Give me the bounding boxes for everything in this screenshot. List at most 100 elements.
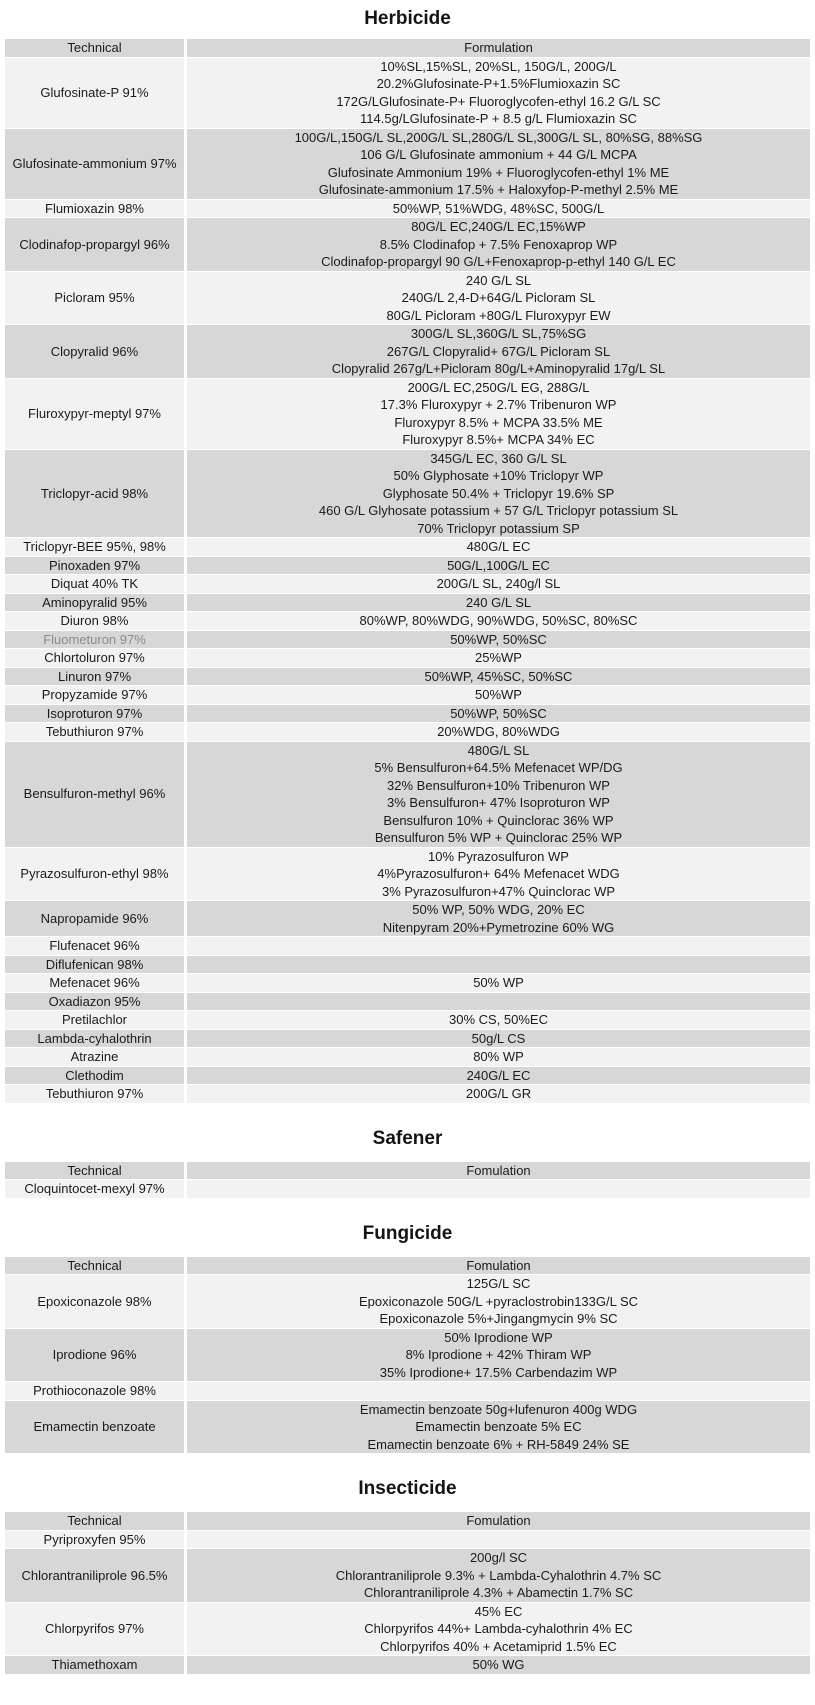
formulation-line: Epoxiconazole 50G/L +pyraclostrobin133G/… — [358, 1293, 639, 1309]
formulation-line: 10% Pyrazosulfuron WP — [428, 848, 569, 864]
formulation-line: 267G/L Clopyralid+ 67G/L Picloram SL — [386, 343, 611, 359]
formulation-line: 300G/L SL,360G/L SL,75%SG — [410, 326, 587, 341]
technical-name: Bensulfuron-methyl 96% — [23, 786, 166, 802]
table-row: Tebuthiuron 97% 20%WDG, 80%WDG — [5, 723, 810, 742]
table-row: Glufosinate-ammonium 97% 100G/L,150G/L SL… — [5, 128, 810, 200]
table-body: Cloquintocet-mexyl 97% — [5, 1180, 810, 1199]
formulation-line: 200G/L GR — [465, 1086, 532, 1101]
technical-name: Chlortoluron 97% — [44, 650, 145, 665]
formulation-line: 50% Glyphosate +10% Triclopyr WP — [393, 468, 604, 483]
technical-name: Chlorantraniliprole 96.5% — [21, 1567, 168, 1583]
table-row: Glufosinate-P 91% 10%SL,15%SL, 20%SL, 150… — [5, 57, 810, 129]
formulation-line: 100G/L,150G/L SL,200G/L SL,280G/L SL,300… — [294, 129, 703, 145]
technical-name: Fluometuron 97% — [43, 631, 146, 647]
technical-cell: Propyzamide 97% — [5, 686, 187, 705]
table-row: Diflufenican 98% — [5, 955, 810, 974]
technical-name: Pyriproxyfen 95% — [43, 1531, 146, 1547]
formulation-cell: 50% WP — [187, 974, 810, 993]
technical-cell: Oxadiazon 95% — [5, 992, 187, 1011]
table-row: Triclopyr-acid 98% 345G/L EC, 360 G/L SL 5… — [5, 449, 810, 538]
table-row: Clethodim 240G/L EC — [5, 1066, 810, 1085]
formulation-line: Bensulfuron 5% WP + Quinclorac 25% WP — [374, 830, 623, 845]
technical-name: Pyrazosulfuron-ethyl 98% — [20, 866, 169, 881]
formulation-line: 8% Iprodione + 42% Thiram WP — [405, 1347, 592, 1362]
technical-name: Diquat 40% TK — [50, 576, 139, 591]
technical-name: Pinoxaden 97% — [48, 557, 141, 573]
technical-cell: Diflufenican 98% — [5, 955, 187, 974]
header-row: Technical Formulation — [5, 39, 810, 58]
formulation-cell: 50%WP, 50%SC — [187, 630, 810, 649]
technical-cell: Fluroxypyr-meptyl 97% — [5, 378, 187, 450]
formulation-cell: Emamectin benzoate 50g+lufenuron 400g WD… — [187, 1400, 810, 1454]
formulation-line: 200g/l SC — [469, 1550, 528, 1565]
technical-name: Atrazine — [70, 1049, 119, 1064]
column-header-technical: Technical — [5, 1256, 187, 1275]
table-row: Propyzamide 97% 50%WP — [5, 686, 810, 705]
technical-cell: Picloram 95% — [5, 271, 187, 325]
technical-cell: Bensulfuron-methyl 96% — [5, 741, 187, 848]
insecticide-table: Technical Fomulation Pyriproxyfen 95% Chlor… — [5, 1512, 810, 1675]
technical-name: Picloram 95% — [54, 290, 135, 305]
formulation-cell: 50%WP, 50%SC — [187, 704, 810, 723]
formulation-line: Epoxiconazole 5%+Jingangmycin 9% SC — [379, 1311, 618, 1326]
table-row: Triclopyr-BEE 95%, 98% 480G/L EC — [5, 538, 810, 557]
technical-cell: Napropamide 96% — [5, 901, 187, 937]
formulation-cell — [187, 992, 810, 1011]
table-row: Chlorantraniliprole 96.5% 200g/l SC Chlora… — [5, 1549, 810, 1603]
formulation-line: 240G/L EC — [466, 1067, 531, 1083]
technical-cell: Tebuthiuron 97% — [5, 1085, 187, 1104]
formulation-line: Emamectin benzoate 50g+lufenuron 400g WD… — [359, 1401, 638, 1417]
table-row: Oxadiazon 95% — [5, 992, 810, 1011]
table-row: Cloquintocet-mexyl 97% — [5, 1180, 810, 1199]
formulation-line: Emamectin benzoate 6% + RH-5849 24% SE — [367, 1436, 630, 1452]
header-row: Technical Fomulation — [5, 1161, 810, 1180]
technical-cell: Diuron 98% — [5, 612, 187, 631]
table-row: Lambda-cyhalothrin 50g/L CS — [5, 1029, 810, 1048]
formulation-cell — [187, 1382, 810, 1401]
table-row: Diuron 98% 80%WP, 80%WDG, 90%WDG, 50%SC, … — [5, 612, 810, 631]
section-title-fungicide: Fungicide — [362, 1222, 453, 1244]
technical-cell: Cloquintocet-mexyl 97% — [5, 1180, 187, 1199]
formulation-line: 5% Bensulfuron+64.5% Mefenacet WP/DG — [374, 760, 623, 775]
formulation-line: 460 G/L Glyhosate potassium + 57 G/L Tri… — [318, 503, 679, 518]
table-body: Pyriproxyfen 95% Chlorantraniliprole 96.5… — [5, 1530, 810, 1675]
table-row: Chlortoluron 97% 25%WP — [5, 649, 810, 668]
formulation-cell: 50G/L,100G/L EC — [187, 556, 810, 575]
technical-cell: Fluometuron 97% — [5, 630, 187, 649]
technical-name: Emamectin benzoate — [33, 1419, 156, 1434]
column-header-formulation: Formulation — [187, 39, 810, 58]
formulation-line: Chlorpyrifos 40% + Acetamiprid 1.5% EC — [380, 1638, 617, 1654]
section-title-insecticide: Insecticide — [358, 1478, 457, 1499]
formulation-cell: 50%WP — [187, 686, 810, 705]
formulation-line: 20.2%Glufosinate-P+1.5%Flumioxazin SC — [376, 76, 621, 91]
formulation-line: 50%WP, 50%SC — [450, 705, 547, 721]
formulation-line: 240 G/L SL — [465, 594, 532, 610]
formulation-line: 125G/L SC — [466, 1276, 531, 1291]
formulation-cell: 480G/L EC — [187, 538, 810, 557]
table-header: Technical Formulation — [5, 39, 810, 58]
table-row: Isoproturon 97% 50%WP, 50%SC — [5, 704, 810, 723]
technical-name: Iprodione 96% — [52, 1347, 137, 1362]
technical-cell: Chlorantraniliprole 96.5% — [5, 1549, 187, 1603]
technical-name: Glufosinate-ammonium 97% — [12, 155, 177, 171]
technical-name: Aminopyralid 95% — [42, 594, 147, 610]
technical-cell: Isoproturon 97% — [5, 704, 187, 723]
formulation-line: 50% WP — [473, 975, 524, 990]
formulation-line: Chlorantraniliprole 9.3% + Lambda-Cyhalo… — [335, 1567, 662, 1583]
formulation-cell — [187, 1180, 810, 1199]
formulation-cell: 50% WP, 50% WDG, 20% EC Nitenpyram 20%+Py… — [187, 901, 810, 937]
table-row: Fluometuron 97% 50%WP, 50%SC — [5, 630, 810, 649]
table-row: Aminopyralid 95% 240 G/L SL — [5, 593, 810, 612]
column-header-formulation: Fomulation — [187, 1161, 810, 1180]
technical-cell: Pyrazosulfuron-ethyl 98% — [5, 847, 187, 901]
table-body: Glufosinate-P 91% 10%SL,15%SL, 20%SL, 150… — [5, 57, 810, 1104]
formulation-line: 50% WG — [472, 1657, 525, 1672]
table-row: Flumioxazin 98% 50%WP, 51%WDG, 48%SC, 500… — [5, 199, 810, 218]
technical-name: Diuron 98% — [60, 613, 129, 628]
technical-cell: Atrazine — [5, 1048, 187, 1067]
technical-name: Epoxiconazole 98% — [37, 1293, 152, 1309]
formulation-line: 50% WP, 50% WDG, 20% EC — [412, 902, 585, 917]
formulation-cell: 100G/L,150G/L SL,200G/L SL,280G/L SL,300… — [187, 128, 810, 200]
formulation-cell: 50% WG — [187, 1656, 810, 1675]
formulation-line: 3% Pyrazosulfuron+47% Quinclorac WP — [381, 883, 616, 899]
